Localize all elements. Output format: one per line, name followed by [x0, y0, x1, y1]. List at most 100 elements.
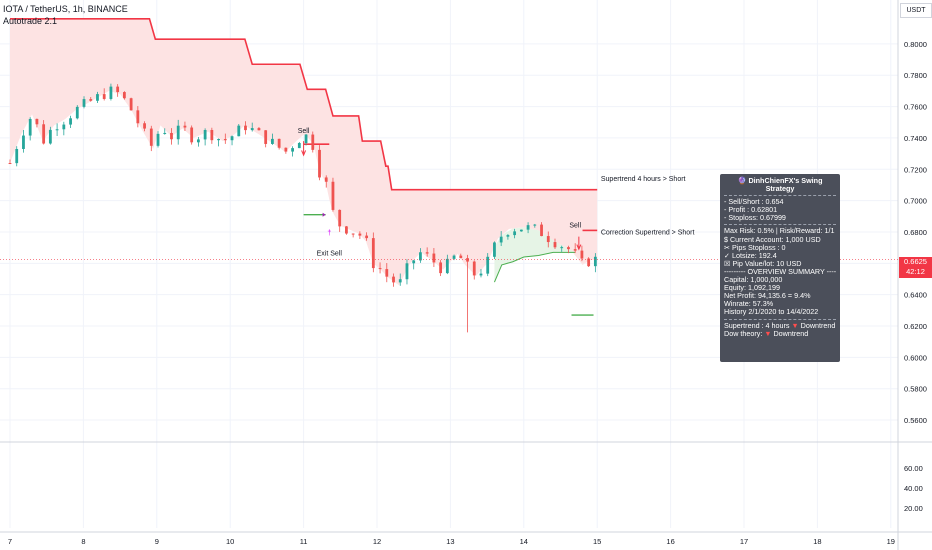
candle-body	[533, 224, 537, 226]
candle-body	[223, 139, 227, 141]
candle-body	[412, 260, 416, 264]
candle-body	[405, 263, 409, 280]
x-tick-label: 11	[300, 537, 308, 546]
candle-body	[264, 130, 268, 144]
candle-body	[573, 249, 577, 251]
candle-body	[271, 138, 274, 144]
x-tick-label: 14	[520, 537, 528, 546]
candle-body	[432, 253, 436, 263]
info-line: - Sell/Short : 0.654	[724, 198, 784, 207]
supertrend-status-row: Supertrend : 4 hours ▼ Downtrend	[724, 322, 836, 330]
currency-label[interactable]: USDT	[900, 3, 932, 18]
trade-markers: Sell † Exit Sell Sell	[298, 128, 582, 257]
candle-body	[122, 92, 126, 99]
x-tick-label: 8	[81, 537, 85, 546]
candle-body	[345, 226, 348, 234]
info-line: Max Risk: 0.5% | Risk/Reward: 1/1	[724, 227, 835, 236]
info-line: ✂ Pips Stoploss : 0	[724, 243, 786, 252]
price-tick-label: 0.7600	[904, 103, 927, 112]
candle-body	[75, 106, 79, 119]
last-price-badge: 0.6625 42:12	[899, 257, 932, 278]
x-tick-label: 13	[446, 537, 454, 546]
candle-body	[277, 138, 281, 148]
info-line: $ Current Account: 1,000 USD	[724, 235, 821, 244]
chart-header: IOTA / TetherUS, 1h, BINANCE Autotrade 2…	[3, 3, 128, 27]
candle-body	[459, 255, 463, 259]
candle-body	[392, 276, 395, 283]
x-tick-label: 7	[8, 537, 12, 546]
strategy-info-box: 🔮 DinhChienFX's Swing Strategy - Sell/Sh…	[720, 174, 840, 362]
candle-body	[116, 86, 120, 93]
price-tick-label: 0.7800	[904, 71, 927, 80]
candle-body	[587, 258, 591, 267]
divider	[724, 224, 836, 226]
candle-body	[210, 129, 214, 141]
strategy-title: 🔮 DinhChienFX's Swing Strategy	[737, 176, 823, 194]
last-price: 0.6625	[904, 257, 927, 266]
down-triangle-icon: ▼	[764, 329, 772, 338]
candle-body	[15, 148, 19, 164]
candle-body	[358, 233, 362, 236]
candle-body	[230, 136, 234, 141]
candle-body	[136, 110, 140, 124]
candle-body	[371, 238, 375, 269]
candle-body	[493, 242, 496, 257]
candle-body	[55, 129, 59, 131]
summary-line: Equity: 1,092,199	[724, 284, 780, 293]
sell-label: Sell	[569, 222, 581, 229]
candle-body	[385, 269, 389, 277]
summary-line: History 2/1/2020 to 14/4/2022	[724, 308, 819, 317]
supertrend-annotation: Supertrend 4 hours > Short	[601, 176, 686, 183]
candle-body	[499, 236, 503, 243]
candle-body	[540, 224, 543, 237]
candle-body	[452, 255, 456, 259]
price-tick-label: 0.8000	[904, 40, 927, 49]
candle-body	[69, 118, 72, 125]
symbol-title[interactable]: IOTA / TetherUS, 1h, BINANCE	[3, 4, 128, 14]
price-tick-label: 0.6800	[904, 228, 927, 237]
info-line: ✓ Lotsize: 192.4	[724, 251, 777, 260]
candle-body	[244, 125, 247, 131]
summary-line: Winrate: 57.3%	[724, 300, 774, 309]
candle-body	[486, 256, 490, 274]
candle-body	[28, 118, 32, 136]
indicator-title[interactable]: Autotrade 2.1	[3, 16, 58, 26]
candle-body	[96, 94, 99, 101]
info-line: ☒ Pip Value/lot: 10 USD	[724, 259, 802, 268]
candle-body	[479, 273, 483, 276]
candle-body	[553, 242, 557, 248]
candle-body	[466, 258, 469, 262]
x-tick-label: 18	[813, 537, 821, 546]
candle-body	[42, 124, 46, 144]
trailing-fill-area	[494, 227, 576, 283]
summary-line: Net Profit: 94,135.6 = 9.4%	[724, 292, 811, 301]
candle-body	[8, 163, 12, 165]
summary-line: Capital: 1,000,000	[724, 276, 783, 285]
candle-body	[472, 261, 476, 276]
x-tick-label: 16	[666, 537, 674, 546]
supertrend-fill	[10, 18, 598, 286]
x-tick-label: 17	[740, 537, 748, 546]
x-tick-label: 19	[887, 537, 895, 546]
info-line: - Stoploss: 0.67999	[724, 214, 786, 223]
candle-body	[22, 135, 25, 149]
dow-status-row: Dow theory: ▼ Downtrend	[724, 330, 836, 338]
candle-body	[143, 123, 146, 129]
candle-body	[190, 127, 194, 143]
candle-body	[567, 247, 570, 250]
price-tick-label: 0.5800	[904, 385, 927, 394]
indicator-lines: Supertrend 4 hours > Short Correction Sup…	[10, 18, 695, 316]
candle-body	[109, 86, 113, 99]
dow-label: Dow theory:	[724, 329, 763, 338]
candle-body	[318, 149, 321, 178]
supertrend-line	[10, 18, 598, 191]
volume-tick-label: 20.00	[904, 504, 923, 513]
candle-body	[324, 177, 328, 182]
candle-body	[580, 250, 584, 259]
candle-body	[170, 132, 173, 140]
info-line: - Profit : 0.62801	[724, 206, 778, 215]
candle-body	[425, 252, 429, 254]
divider	[724, 318, 836, 320]
candle-body	[593, 256, 597, 267]
candle-body	[48, 129, 52, 144]
